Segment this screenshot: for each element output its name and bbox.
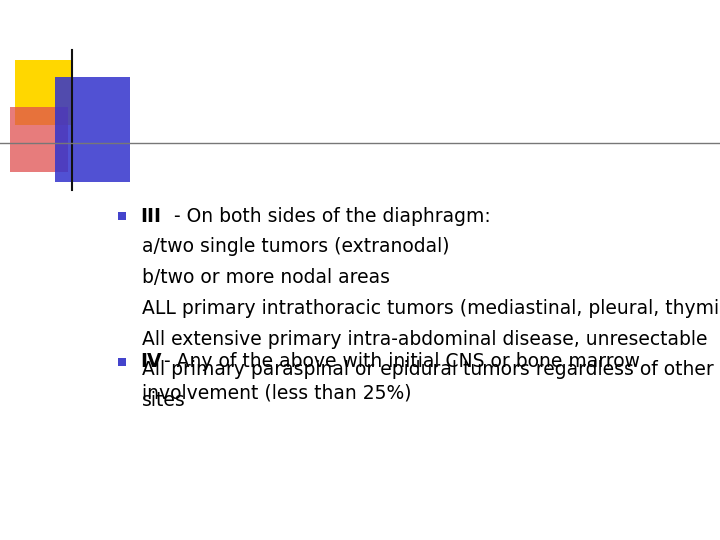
FancyBboxPatch shape: [15, 60, 73, 125]
Text: - On both sides of the diaphragm:: - On both sides of the diaphragm:: [174, 206, 490, 226]
Text: All primary paraspinal or epidural tumors regardless of other: All primary paraspinal or epidural tumor…: [143, 360, 714, 380]
Text: - Any of the above with initial CNS or bone marrow: - Any of the above with initial CNS or b…: [164, 352, 640, 372]
Text: involvement (less than 25%): involvement (less than 25%): [143, 383, 412, 402]
Bar: [118, 212, 127, 220]
FancyBboxPatch shape: [55, 77, 130, 182]
Text: sites: sites: [143, 391, 186, 410]
Text: IV: IV: [140, 352, 162, 372]
Bar: [118, 358, 127, 366]
Text: III: III: [140, 206, 161, 226]
Text: All extensive primary intra-abdominal disease, unresectable: All extensive primary intra-abdominal di…: [143, 329, 708, 349]
Text: ALL primary intrathoracic tumors (mediastinal, pleural, thymic): ALL primary intrathoracic tumors (medias…: [143, 299, 720, 318]
Text: b/two or more nodal areas: b/two or more nodal areas: [143, 268, 390, 287]
FancyBboxPatch shape: [10, 107, 68, 172]
Text: a/two single tumors (extranodal): a/two single tumors (extranodal): [143, 237, 450, 256]
